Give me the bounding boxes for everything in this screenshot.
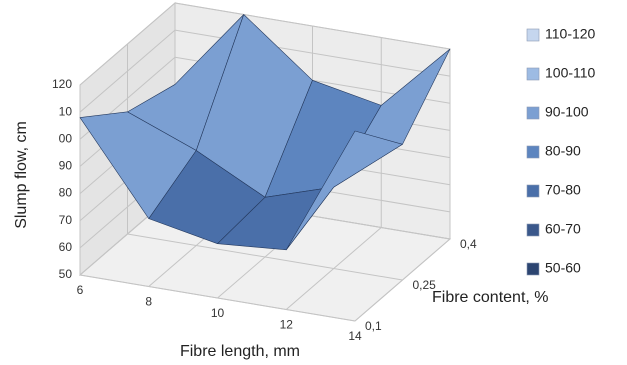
surface-patch bbox=[285, 130, 403, 251]
z-tick-label: 00 bbox=[59, 131, 73, 145]
grid-line bbox=[127, 233, 403, 281]
legend-label: 50-60 bbox=[545, 260, 581, 276]
legend-swatch bbox=[526, 28, 540, 42]
z-tick-label: 50 bbox=[59, 267, 73, 281]
y-tick-label: 0,4 bbox=[460, 237, 477, 251]
grid-line bbox=[79, 274, 356, 322]
x-tick-label: 14 bbox=[348, 329, 362, 343]
legend-swatch bbox=[526, 106, 540, 120]
legend-label: 70-80 bbox=[545, 182, 581, 198]
z-tick-label: 120 bbox=[52, 77, 72, 91]
z-axis-label: Slump flow, cm bbox=[13, 121, 30, 229]
z-tick-label: 10 bbox=[59, 104, 73, 118]
x-tick-label: 6 bbox=[77, 283, 84, 297]
legend-swatch bbox=[526, 262, 540, 276]
x-tick-label: 10 bbox=[211, 306, 225, 320]
legend-label: 100-110 bbox=[545, 65, 596, 81]
legend-swatch bbox=[526, 67, 540, 81]
y-tick-label: 0,25 bbox=[413, 278, 437, 292]
legend-label: 60-70 bbox=[545, 221, 581, 237]
z-tick-label: 60 bbox=[59, 240, 73, 254]
z-tick-label: 90 bbox=[59, 159, 73, 173]
legend-swatch bbox=[526, 223, 540, 237]
legend-label: 90-100 bbox=[545, 104, 589, 120]
legend-swatch bbox=[526, 145, 540, 159]
x-axis-label: Fibre length, mm bbox=[180, 343, 300, 360]
z-tick-label: 80 bbox=[59, 186, 73, 200]
legend-label: 80-90 bbox=[545, 143, 581, 159]
y-axis-label: Fibre content, % bbox=[432, 289, 549, 306]
x-tick-label: 8 bbox=[145, 295, 152, 309]
x-tick-label: 12 bbox=[280, 318, 294, 332]
legend-swatch bbox=[526, 184, 540, 198]
y-tick-label: 0,1 bbox=[365, 319, 382, 333]
legend-label: 110-120 bbox=[545, 26, 596, 42]
z-tick-label: 70 bbox=[59, 213, 73, 227]
